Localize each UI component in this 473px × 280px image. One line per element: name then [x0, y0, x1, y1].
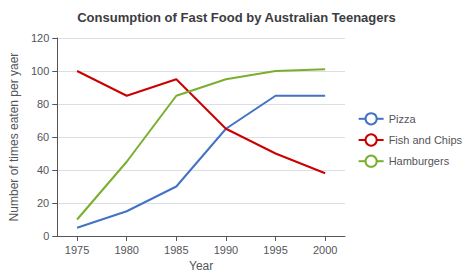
svg-text:80: 80	[37, 98, 49, 110]
svg-text:Number of times eaten per yaer: Number of times eaten per yaer	[7, 53, 21, 222]
svg-text:Pizza: Pizza	[389, 113, 417, 125]
svg-text:1995: 1995	[263, 244, 287, 256]
svg-text:1975: 1975	[65, 244, 89, 256]
svg-text:Fish and Chips: Fish and Chips	[389, 134, 463, 146]
svg-text:Consumption of Fast Food by Au: Consumption of Fast Food by Australian T…	[77, 10, 396, 25]
svg-text:Hamburgers: Hamburgers	[389, 155, 450, 167]
svg-text:0: 0	[43, 230, 49, 242]
svg-text:1980: 1980	[114, 244, 138, 256]
svg-text:1990: 1990	[214, 244, 238, 256]
svg-text:40: 40	[37, 164, 49, 176]
svg-text:100: 100	[31, 65, 49, 77]
svg-text:120: 120	[31, 32, 49, 44]
svg-text:Year: Year	[189, 259, 213, 273]
svg-text:2000: 2000	[313, 244, 337, 256]
svg-text:60: 60	[37, 131, 49, 143]
svg-text:1985: 1985	[164, 244, 188, 256]
svg-text:20: 20	[37, 197, 49, 209]
